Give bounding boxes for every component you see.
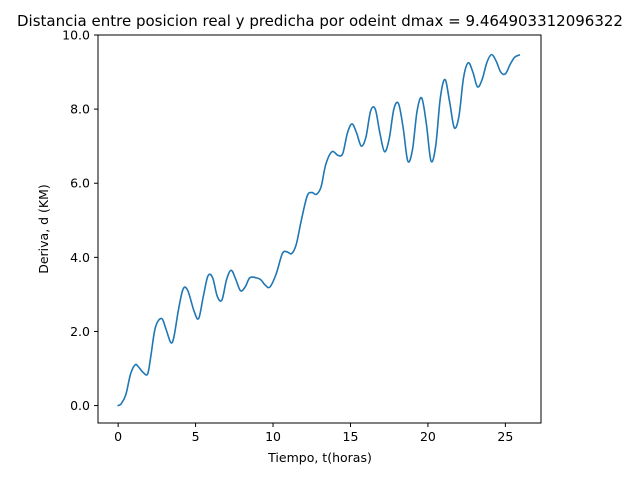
- x-axis-label: Tiempo, t(horas): [267, 450, 372, 465]
- y-tick-label: 8.0: [70, 102, 90, 117]
- y-tick-label: 2.0: [70, 324, 90, 339]
- chart-title: Distancia entre posicion real y predicha…: [17, 12, 623, 30]
- x-tick-label: 15: [343, 429, 359, 444]
- x-tick-label: 0: [114, 429, 122, 444]
- plot-area: [117, 53, 521, 407]
- x-tick-label: 5: [192, 429, 200, 444]
- x-tick-label: 20: [420, 429, 436, 444]
- x-tick-label: 25: [497, 429, 513, 444]
- y-tick-label: 0.0: [70, 398, 90, 413]
- x-axis: 0 5 10 15 20 25: [114, 423, 513, 444]
- y-axis: 0.0 2.0 4.0 6.0 8.0 10.0: [62, 28, 98, 413]
- y-tick-label: 4.0: [70, 250, 90, 265]
- x-tick-label: 10: [265, 429, 281, 444]
- y-axis-label: Deriva, d (KM): [36, 184, 51, 274]
- plot-frame: [97, 34, 542, 424]
- y-tick-label: 6.0: [70, 176, 90, 191]
- series-line: [117, 53, 521, 407]
- y-tick-label: 10.0: [62, 28, 90, 43]
